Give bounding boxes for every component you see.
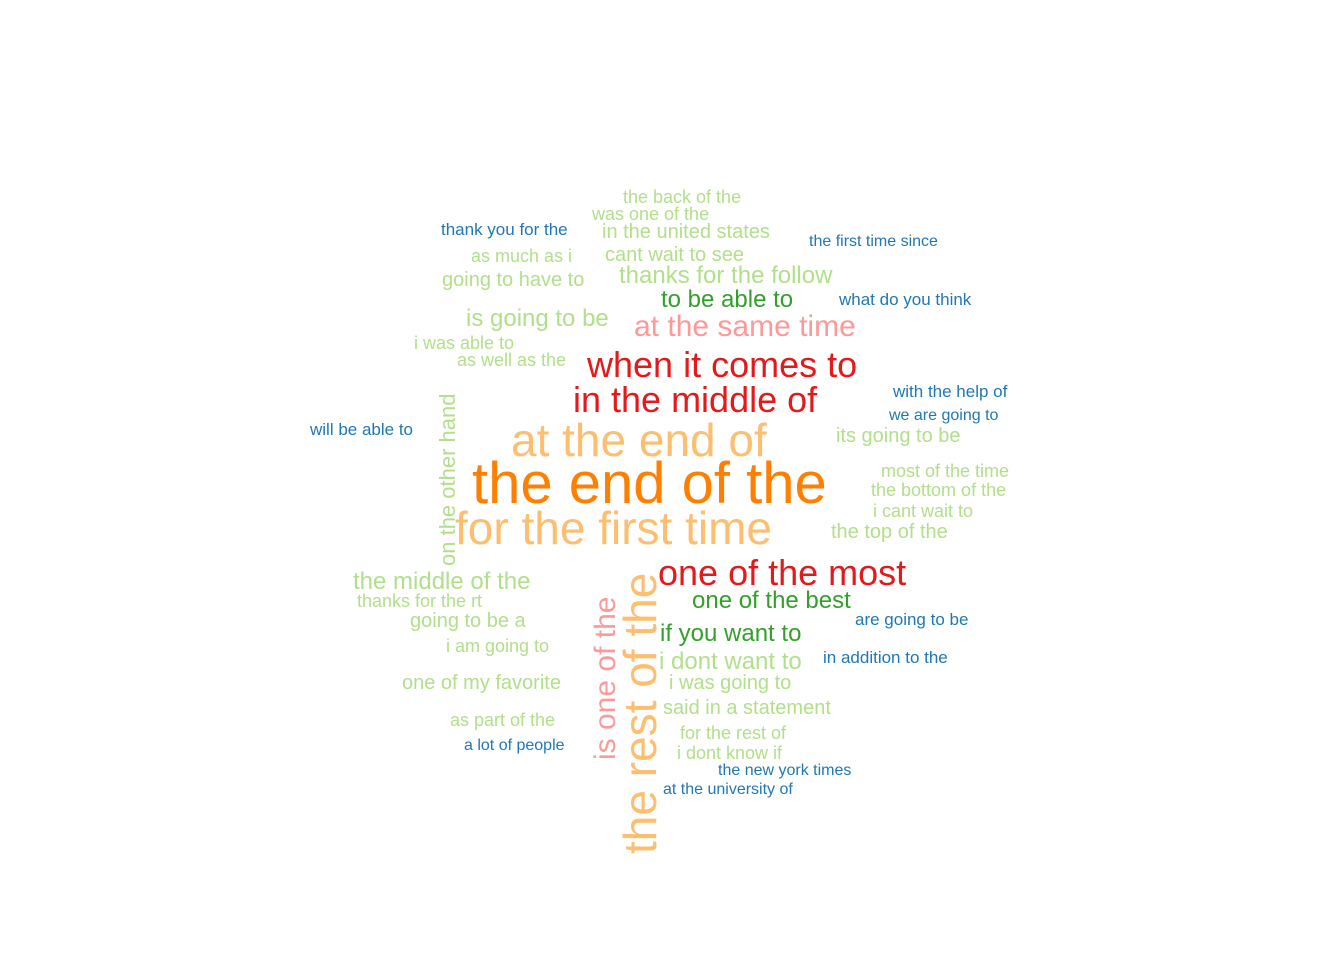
cloud-word: the top of the xyxy=(831,521,948,543)
cloud-word: i was able to xyxy=(414,333,514,353)
cloud-word: thanks for the follow xyxy=(619,262,833,289)
cloud-word: one of the best xyxy=(692,587,851,614)
cloud-word: the rest of the xyxy=(614,573,666,854)
cloud-word: going to be a xyxy=(410,610,527,632)
cloud-word: as much as i xyxy=(471,246,572,266)
cloud-word: was one of the xyxy=(591,204,709,224)
cloud-word: the back of the xyxy=(623,187,741,207)
cloud-word: is going to be xyxy=(466,305,609,332)
cloud-word: i cant wait to xyxy=(873,501,973,521)
cloud-word: the new york times xyxy=(718,762,851,779)
cloud-word: said in a statement xyxy=(663,697,831,719)
cloud-word: the middle of the xyxy=(353,568,530,595)
cloud-word: is one of the xyxy=(589,597,622,760)
cloud-word: thank you for the xyxy=(441,220,568,239)
cloud-word: i dont want to xyxy=(659,648,802,675)
cloud-word: in the united states xyxy=(602,221,770,243)
cloud-word: thanks for the rt xyxy=(357,591,482,611)
cloud-word: with the help of xyxy=(892,382,1008,401)
cloud-word: to be able to xyxy=(661,286,793,313)
cloud-word: in addition to the xyxy=(823,648,948,667)
cloud-word: at the university of xyxy=(663,781,793,798)
cloud-word: in the middle of xyxy=(573,379,818,420)
cloud-word: most of the time xyxy=(881,461,1009,481)
cloud-word: as well as the xyxy=(457,350,566,370)
cloud-word: if you want to xyxy=(660,620,801,647)
cloud-word: i am going to xyxy=(446,636,549,656)
cloud-word: one of my favorite xyxy=(402,672,561,694)
cloud-word: the first time since xyxy=(809,233,938,250)
cloud-word: on the other hand xyxy=(435,394,460,566)
cloud-word: cant wait to see xyxy=(605,244,744,266)
cloud-word: will be able to xyxy=(309,420,413,439)
cloud-word: are going to be xyxy=(855,610,968,629)
cloud-word: its going to be xyxy=(836,425,961,447)
cloud-word: at the end of xyxy=(511,414,767,466)
cloud-word: one of the most xyxy=(658,552,906,593)
cloud-word: going to have to xyxy=(442,269,584,291)
cloud-word: i was going to xyxy=(669,672,791,694)
cloud-word: as part of the xyxy=(450,710,555,730)
cloud-word: the end of the xyxy=(472,451,827,516)
cloud-word: when it comes to xyxy=(586,344,857,385)
cloud-word: the bottom of the xyxy=(871,480,1006,500)
cloud-word: i dont know if xyxy=(677,743,783,763)
cloud-word: for the first time xyxy=(455,502,772,554)
cloud-word: we are going to xyxy=(888,407,999,424)
cloud-word: at the same time xyxy=(634,310,856,343)
cloud-word: what do you think xyxy=(838,290,972,309)
cloud-word: a lot of people xyxy=(464,737,565,754)
cloud-word: for the rest of xyxy=(680,723,787,743)
